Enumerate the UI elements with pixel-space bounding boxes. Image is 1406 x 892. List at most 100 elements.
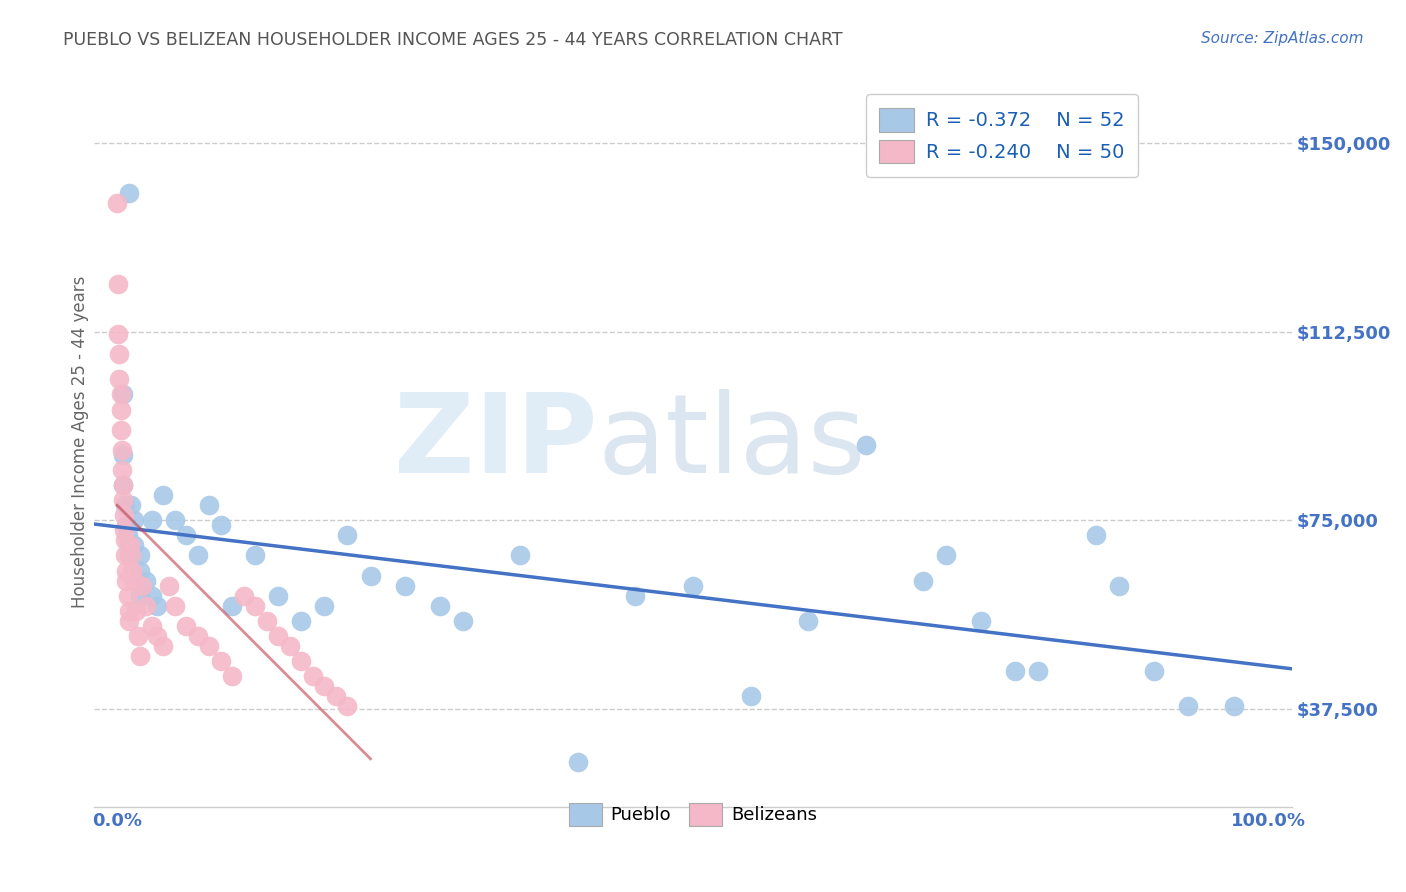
Point <box>740 690 762 704</box>
Point <box>157 579 180 593</box>
Point <box>115 518 138 533</box>
Point <box>111 463 134 477</box>
Point <box>221 669 243 683</box>
Point <box>124 538 146 552</box>
Point <box>110 387 132 401</box>
Point <box>1108 579 1130 593</box>
Point <box>129 649 152 664</box>
Point <box>278 639 301 653</box>
Point <box>163 599 186 613</box>
Point <box>108 372 131 386</box>
Point <box>314 599 336 613</box>
Point <box>187 629 209 643</box>
Point <box>1223 699 1246 714</box>
Point <box>124 574 146 588</box>
Point <box>105 196 128 211</box>
Point <box>129 589 152 603</box>
Text: Source: ZipAtlas.com: Source: ZipAtlas.com <box>1201 31 1364 46</box>
Point <box>118 604 141 618</box>
Point <box>152 639 174 653</box>
Point <box>111 387 134 401</box>
Point <box>1085 528 1108 542</box>
Point <box>267 629 290 643</box>
Point <box>115 574 138 588</box>
Point <box>232 589 254 603</box>
Point <box>111 478 134 492</box>
Point <box>127 629 149 643</box>
Point <box>124 513 146 527</box>
Point <box>221 599 243 613</box>
Point <box>624 589 647 603</box>
Point <box>141 619 163 633</box>
Point <box>290 614 312 628</box>
Point <box>146 599 169 613</box>
Point <box>325 690 347 704</box>
Point <box>118 186 141 201</box>
Point <box>118 549 141 563</box>
Point <box>245 549 267 563</box>
Point <box>970 614 993 628</box>
Point <box>187 549 209 563</box>
Point <box>209 654 232 668</box>
Point <box>112 524 135 538</box>
Point <box>336 528 359 542</box>
Point <box>108 347 131 361</box>
Point <box>394 579 416 593</box>
Point <box>935 549 957 563</box>
Point <box>111 448 134 462</box>
Point <box>120 498 142 512</box>
Point <box>174 619 197 633</box>
Point <box>198 498 221 512</box>
Point <box>1028 664 1050 678</box>
Point <box>314 679 336 693</box>
Point <box>163 513 186 527</box>
Point <box>110 402 132 417</box>
Point <box>797 614 820 628</box>
Point <box>110 423 132 437</box>
Point <box>1177 699 1199 714</box>
Text: atlas: atlas <box>598 389 866 496</box>
Y-axis label: Householder Income Ages 25 - 44 years: Householder Income Ages 25 - 44 years <box>72 277 89 608</box>
Point <box>429 599 451 613</box>
Point <box>118 538 141 552</box>
Point <box>209 518 232 533</box>
Point <box>111 442 134 457</box>
Point <box>117 528 139 542</box>
Point <box>290 654 312 668</box>
Point <box>567 755 589 769</box>
Point <box>114 498 136 512</box>
Point <box>107 277 129 291</box>
Point <box>117 589 139 603</box>
Point <box>256 614 278 628</box>
Point <box>509 549 531 563</box>
Point <box>1004 664 1026 678</box>
Legend: Pueblo, Belizeans: Pueblo, Belizeans <box>560 795 825 835</box>
Point <box>120 549 142 563</box>
Point <box>124 604 146 618</box>
Point <box>336 699 359 714</box>
Point <box>267 589 290 603</box>
Point <box>855 438 877 452</box>
Point <box>302 669 325 683</box>
Point <box>114 549 136 563</box>
Point <box>1142 664 1164 678</box>
Point <box>912 574 935 588</box>
Point <box>129 549 152 563</box>
Point <box>111 478 134 492</box>
Text: PUEBLO VS BELIZEAN HOUSEHOLDER INCOME AGES 25 - 44 YEARS CORRELATION CHART: PUEBLO VS BELIZEAN HOUSEHOLDER INCOME AG… <box>63 31 842 49</box>
Point <box>112 508 135 523</box>
Point <box>118 538 141 552</box>
Text: ZIP: ZIP <box>394 389 598 496</box>
Point <box>129 564 152 578</box>
Point <box>360 568 382 582</box>
Point <box>198 639 221 653</box>
Point <box>111 493 134 508</box>
Point <box>451 614 474 628</box>
Point <box>245 599 267 613</box>
Point <box>174 528 197 542</box>
Point <box>121 564 143 578</box>
Point <box>131 579 153 593</box>
Point <box>152 488 174 502</box>
Point <box>107 327 129 342</box>
Point <box>118 614 141 628</box>
